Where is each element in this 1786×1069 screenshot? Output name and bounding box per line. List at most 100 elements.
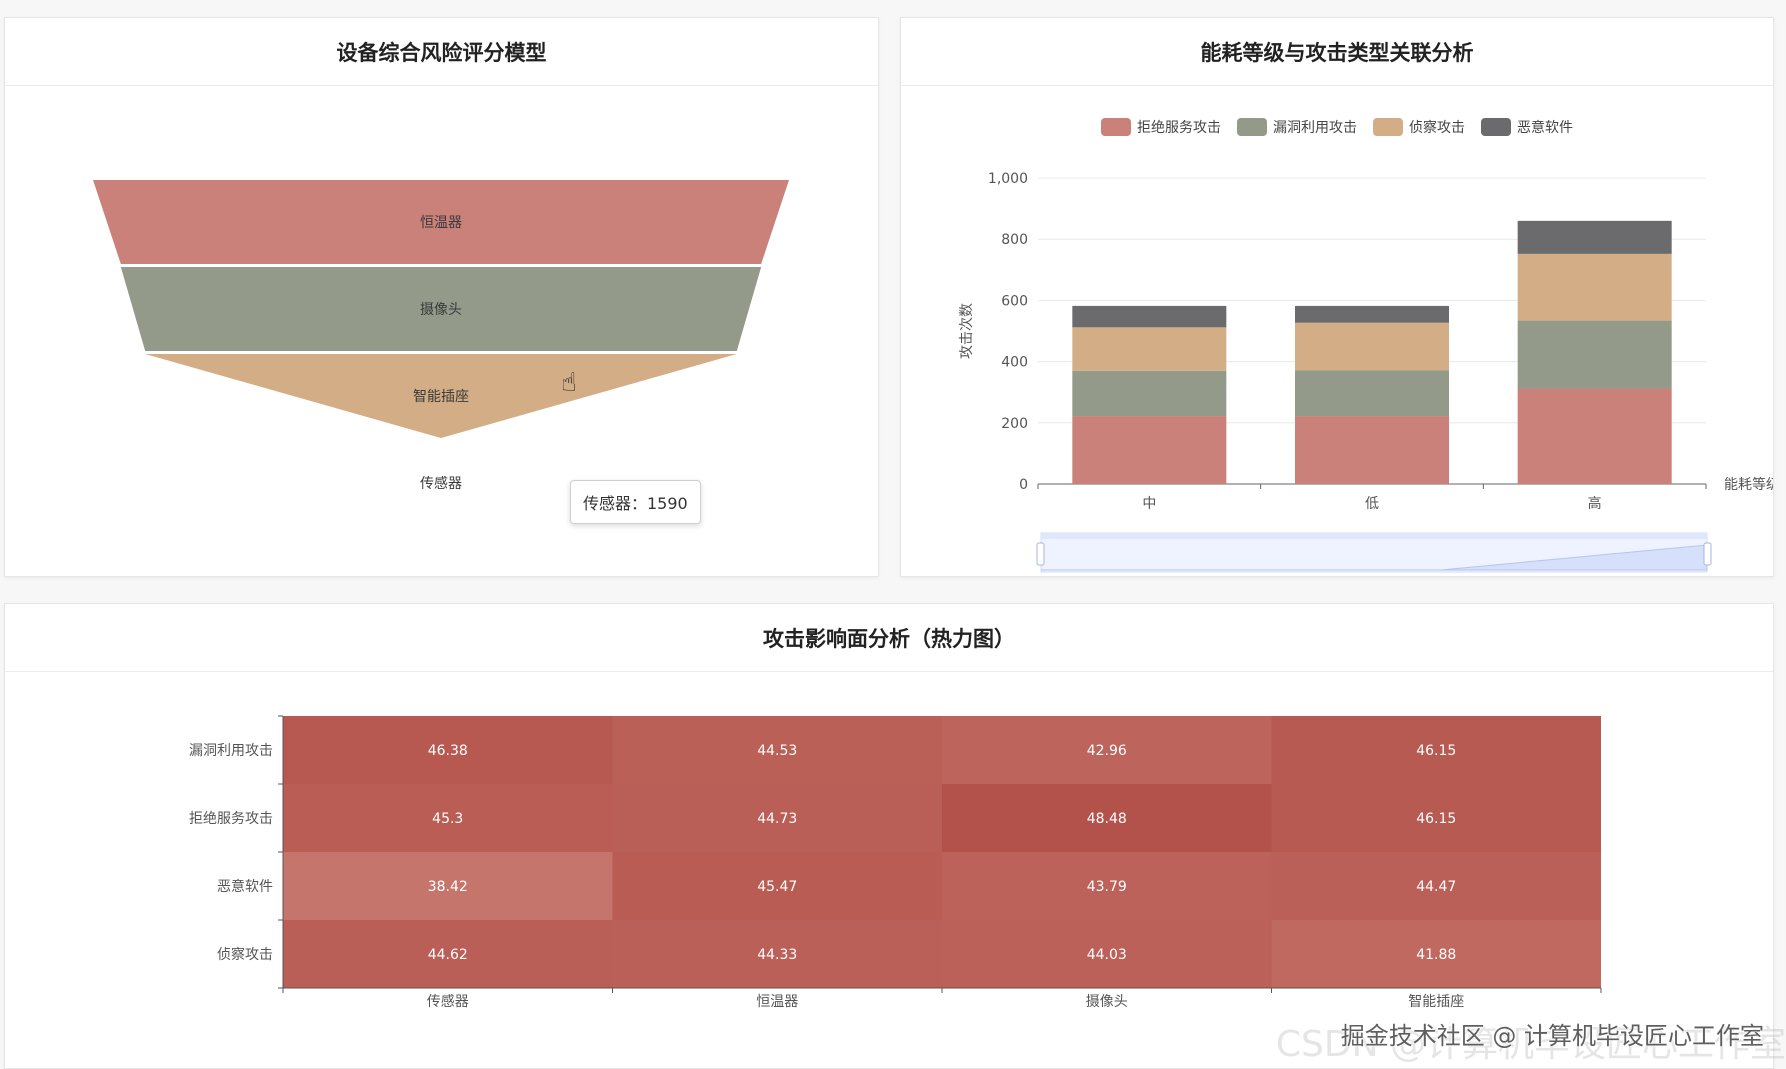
watermark: 掘金技术社区 @ 计算机毕设匠心工作室 <box>1340 1022 1764 1050</box>
bar-card: 能耗等级与攻击类型关联分析 拒绝服务攻击 漏洞利用攻击 侦察攻击 恶意软件 0 200 40… <box>900 17 1774 577</box>
heatmap-card-header: 攻击影响面分析（热力图） <box>5 604 1773 672</box>
y-tick-label: 1,000 <box>988 171 1028 187</box>
heatmap-cell <box>1271 784 1601 852</box>
heatmap-cell <box>283 920 613 988</box>
y-tick-label: 恶意软件 <box>217 878 273 895</box>
legend-swatch <box>1481 118 1511 136</box>
heatmap-cell <box>1271 716 1601 784</box>
bar-segment <box>1295 322 1449 371</box>
legend-swatch <box>1373 118 1403 136</box>
x-tick-label: 恒温器 <box>756 994 798 1010</box>
legend-item[interactable]: 漏洞利用攻击 <box>1237 118 1357 136</box>
bar-segment <box>1295 370 1449 417</box>
heatmap-cell <box>942 852 1272 920</box>
hand-cursor-icon: ☝ <box>561 368 577 398</box>
bar-card-title: 能耗等级与攻击类型关联分析 <box>1200 39 1474 65</box>
x-tick-label: 低 <box>1365 496 1379 512</box>
heatmap-cell <box>612 852 942 920</box>
heatmap-cell <box>942 716 1272 784</box>
heatmap-cell <box>612 920 942 988</box>
funnel-label: 摄像头 <box>420 302 462 318</box>
watermark-background: CSDN @计算机毕设匠心工作室 <box>1275 1024 1786 1065</box>
datazoom-top-bar <box>1041 533 1707 539</box>
heatmap-value: 44.33 <box>757 947 797 963</box>
bar-card-header: 能耗等级与攻击类型关联分析 <box>901 18 1773 86</box>
funnel-segment-2 <box>120 267 762 351</box>
funnel-card: 设备综合风险评分模型 恒温器摄像头智能插座传感器 传感器：1590 ☝ <box>4 17 879 577</box>
y-tick-label: 200 <box>1001 416 1028 432</box>
datazoom-handle-right[interactable] <box>1703 542 1712 566</box>
y-tick-label: 600 <box>1001 293 1028 309</box>
funnel-label: 智能插座 <box>413 389 469 405</box>
datazoom-handle-left[interactable] <box>1036 542 1045 566</box>
heatmap-value: 42.96 <box>1087 743 1127 759</box>
heatmap-cell <box>612 784 942 852</box>
heatmap-value: 46.15 <box>1416 811 1456 827</box>
heatmap-value: 48.48 <box>1087 811 1127 827</box>
bar-segment <box>1295 416 1449 484</box>
heatmap-value: 38.42 <box>428 879 468 895</box>
legend-item[interactable]: 侦察攻击 <box>1373 118 1465 136</box>
x-tick-label: 传感器 <box>427 993 469 1010</box>
heatmap-cell <box>1271 920 1601 988</box>
heatmap-card-title: 攻击影响面分析（热力图） <box>763 625 1015 651</box>
funnel-segment-3 <box>145 354 737 438</box>
legend-item[interactable]: 恶意软件 <box>1481 118 1573 136</box>
x-tick-label: 摄像头 <box>1086 994 1128 1010</box>
legend-label: 恶意软件 <box>1517 119 1573 136</box>
y-tick-label: 漏洞利用攻击 <box>189 743 273 759</box>
y-tick-label: 800 <box>1001 232 1028 248</box>
heatmap-cell <box>1271 852 1601 920</box>
heatmap-card: 攻击影响面分析（热力图） 46.38 44.53 42.96 46.15 45.3 44.… <box>4 603 1774 1069</box>
legend-label: 拒绝服务攻击 <box>1137 120 1221 136</box>
heatmap-value: 44.73 <box>757 811 797 827</box>
heatmap-cell <box>942 920 1272 988</box>
heatmap-value: 44.62 <box>428 947 468 963</box>
funnel-label: 恒温器 <box>420 215 462 231</box>
y-tick-label: 拒绝服务攻击 <box>189 811 273 827</box>
y-tick-label: 侦察攻击 <box>217 946 273 963</box>
bar-segment <box>1072 327 1227 371</box>
datazoom-trend <box>1041 544 1708 571</box>
x-tick-label: 中 <box>1142 496 1156 512</box>
funnel-card-header: 设备综合风险评分模型 <box>5 18 878 86</box>
heatmap-cell <box>283 784 613 852</box>
bar-segment <box>1517 253 1672 321</box>
heatmap-cell <box>283 716 613 784</box>
legend-label: 漏洞利用攻击 <box>1273 120 1357 136</box>
bar-segment <box>1072 370 1227 417</box>
bar-segment <box>1517 388 1672 484</box>
heatmap-value: 44.47 <box>1416 879 1456 895</box>
heatmap-chart[interactable]: 46.38 44.53 42.96 46.15 45.3 44.73 48.48 46.15 3… <box>5 672 1773 1068</box>
x-axis-label: 能耗等级 <box>1724 476 1773 493</box>
heatmap-value: 46.38 <box>428 743 468 759</box>
legend-swatch <box>1101 118 1131 136</box>
bar-segment <box>1072 416 1227 484</box>
heatmap-value: 46.15 <box>1416 743 1456 759</box>
legend-swatch <box>1237 118 1267 136</box>
heatmap-value: 43.79 <box>1087 879 1127 895</box>
x-tick-label: 高 <box>1588 495 1602 512</box>
y-tick-label: 0 <box>1019 477 1028 493</box>
heatmap-value: 44.03 <box>1087 947 1127 963</box>
stacked-bar-chart[interactable]: 拒绝服务攻击 漏洞利用攻击 侦察攻击 恶意软件 0 200 400 600 800 1,000 攻击… <box>901 86 1773 576</box>
heatmap-cell <box>942 784 1272 852</box>
heatmap-value: 44.53 <box>757 743 797 759</box>
funnel-tooltip: 传感器：1590 <box>570 480 701 524</box>
bar-segment <box>1072 305 1227 328</box>
heatmap-value: 45.47 <box>757 879 797 895</box>
legend-item[interactable]: 拒绝服务攻击 <box>1101 118 1221 136</box>
datazoom-slider[interactable] <box>1036 532 1712 573</box>
bar-segment <box>1295 305 1449 323</box>
y-tick-label: 400 <box>1001 355 1028 371</box>
heatmap-cell <box>612 716 942 784</box>
heatmap-cell <box>283 852 613 920</box>
x-tick-label: 智能插座 <box>1408 994 1464 1010</box>
heatmap-value: 45.3 <box>432 811 463 827</box>
heatmap-value: 41.88 <box>1416 947 1456 963</box>
funnel-label: 传感器 <box>420 475 462 492</box>
bar-segment <box>1517 220 1672 254</box>
bar-segment <box>1517 320 1672 389</box>
funnel-segment-1 <box>93 180 789 264</box>
